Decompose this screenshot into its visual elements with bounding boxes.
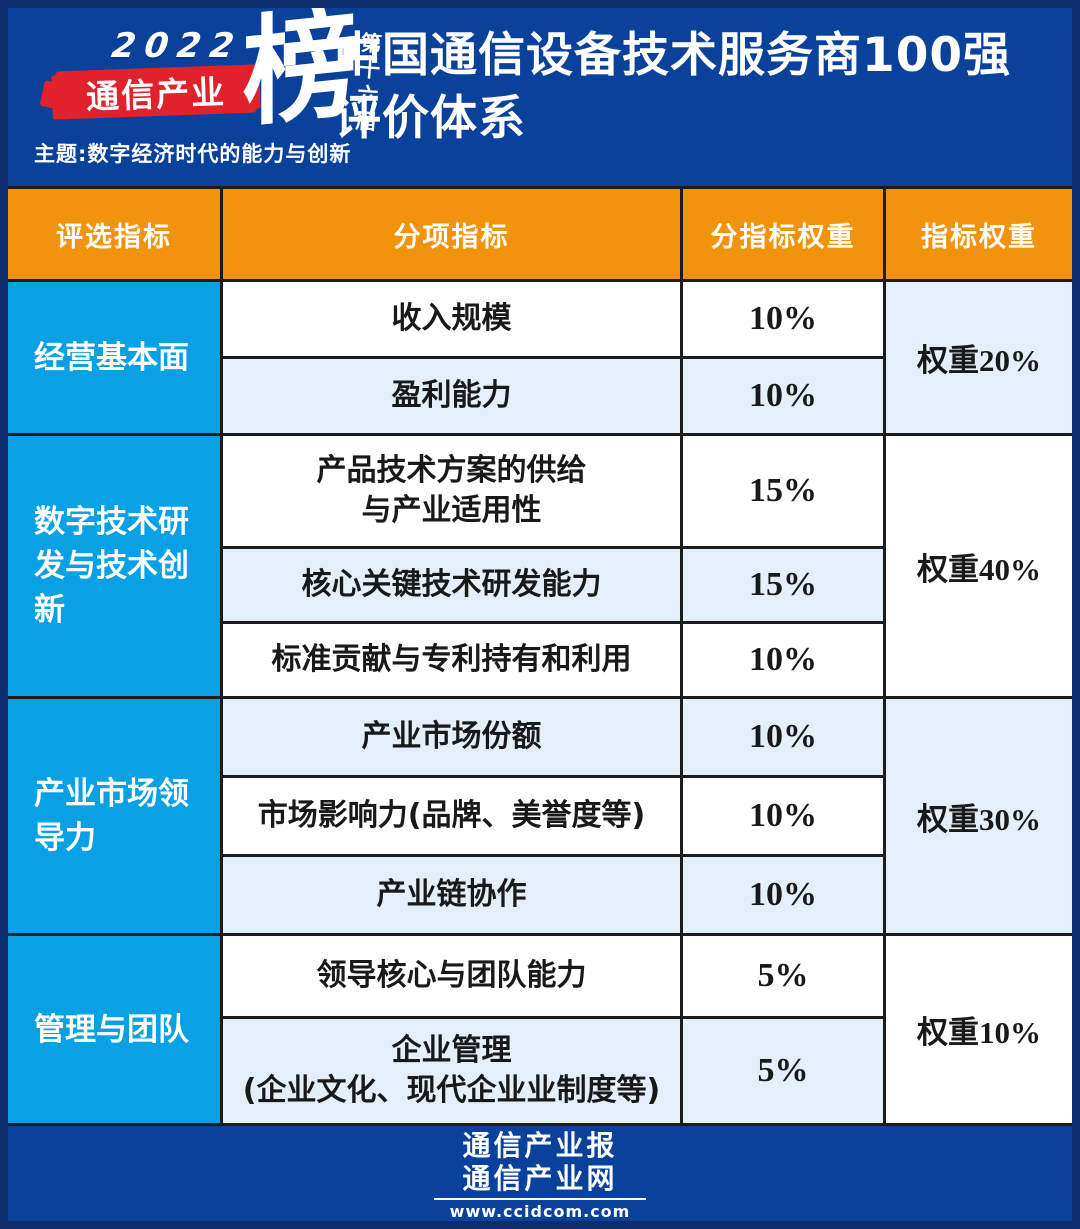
sub-weight-cell: 10% xyxy=(683,699,883,775)
logo-banner-text: 通信产业 xyxy=(85,72,227,117)
sub-weight-cell: 10% xyxy=(683,282,883,356)
footer-url: www.ccidcom.com xyxy=(449,1201,631,1221)
indicator-cell: 市场影响力(品牌、美誉度等) xyxy=(223,778,680,854)
column-header-4: 指标权重 xyxy=(886,189,1072,279)
sub-weight-cell: 5% xyxy=(683,1019,883,1123)
indicator-cell: 产业链协作 xyxy=(223,857,680,933)
category-cell: 数字技术研发与技术创新 xyxy=(8,436,220,696)
sub-weight-cell: 15% xyxy=(683,436,883,546)
footer: 通信产业报 通信产业网 www.ccidcom.com xyxy=(8,1126,1072,1221)
sub-weight-cell: 10% xyxy=(683,359,883,433)
indicator-cell: 产品技术方案的供给 与产业适用性 xyxy=(223,436,680,546)
indicator-cell: 企业管理 (企业文化、现代企业业制度等) xyxy=(223,1019,680,1123)
indicator-cell: 收入规模 xyxy=(223,282,680,356)
indicator-cell: 产业市场份额 xyxy=(223,699,680,775)
group-weight-cell: 权重30% xyxy=(886,699,1072,933)
category-cell: 经营基本面 xyxy=(8,282,220,433)
sub-weight-cell: 10% xyxy=(683,624,883,696)
group-weight-cell: 权重20% xyxy=(886,282,1072,433)
sub-weight-cell: 10% xyxy=(683,857,883,933)
category-cell: 产业市场领导力 xyxy=(8,699,220,933)
logo-red-banner: 通信产业 xyxy=(55,64,257,120)
group-weight-cell: 权重40% xyxy=(886,436,1072,696)
event-logo: 2022 通信产业 榜 第十六届 主题:数字经济时代的能力与创新 xyxy=(34,8,414,172)
page-title-line2: 评价体系 xyxy=(334,91,526,146)
page-title: 中国通信设备技术服务商100强 评价体系 xyxy=(334,24,1064,150)
column-header-1: 评选指标 xyxy=(8,189,220,279)
footer-divider xyxy=(434,1197,646,1200)
sub-weight-cell: 15% xyxy=(683,549,883,621)
sub-weight-cell: 5% xyxy=(683,936,883,1016)
logo-year: 2022 xyxy=(109,26,246,66)
column-header-2: 分项指标 xyxy=(223,189,680,279)
header-band: 2022 通信产业 榜 第十六届 主题:数字经济时代的能力与创新 中国通信设备技… xyxy=(8,8,1072,186)
sub-weight-cell: 10% xyxy=(683,778,883,854)
footer-brand-line1: 通信产业报 xyxy=(462,1128,618,1162)
group-weight-cell: 权重10% xyxy=(886,936,1072,1123)
page-title-line1: 中国通信设备技术服务商100强 xyxy=(334,28,1012,83)
indicator-cell: 领导核心与团队能力 xyxy=(223,936,680,1016)
indicator-cell: 盈利能力 xyxy=(223,359,680,433)
indicator-cell: 标准贡献与专利持有和利用 xyxy=(223,624,680,696)
category-cell: 管理与团队 xyxy=(8,936,220,1123)
table-wrap: 评选指标 分项指标 分指标权重 指标权重 经营基本面 收入规模 10% 盈利能力 10% 权重20… xyxy=(8,186,1072,1126)
indicator-cell: 核心关键技术研发能力 xyxy=(223,549,680,621)
column-header-3: 分指标权重 xyxy=(683,189,883,279)
footer-brand-line2: 通信产业网 xyxy=(462,1161,618,1195)
evaluation-table: 评选指标 分项指标 分指标权重 指标权重 经营基本面 收入规模 10% 盈利能力 10% 权重20… xyxy=(8,189,1072,1123)
logo-theme: 主题:数字经济时代的能力与创新 xyxy=(34,142,352,166)
